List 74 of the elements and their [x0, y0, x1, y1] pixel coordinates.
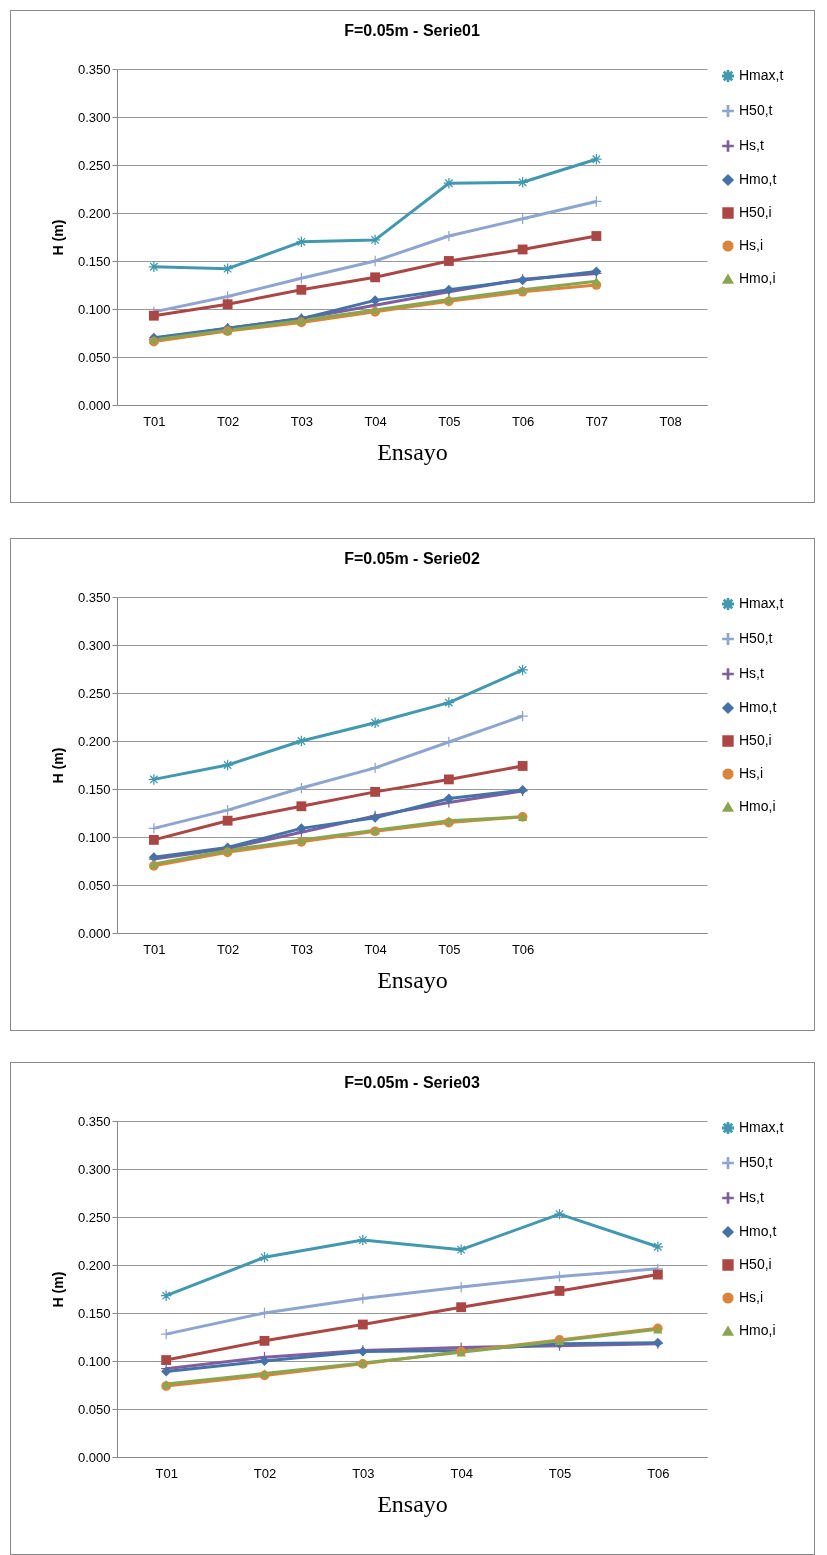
x-tick-label: T04: [364, 413, 387, 429]
y-tick-label: 0.250: [77, 1209, 111, 1225]
legend-label: H50,t: [739, 1154, 773, 1170]
y-axis-title: H (m): [49, 747, 66, 784]
y-tick-label: 0.150: [77, 1305, 111, 1321]
y-tick-label: 0.200: [77, 733, 111, 749]
y-tick-label: 0.350: [77, 61, 111, 77]
legend-label: Hmax,t: [739, 67, 784, 83]
legend-label: Hmo,t: [739, 699, 777, 715]
x-tick-label: T06: [647, 1465, 670, 1481]
x-tick-label: T05: [438, 941, 461, 957]
x-tick-label: T02: [216, 941, 240, 957]
x-axis-title: Ensayo: [377, 966, 448, 993]
legend-label: H50,i: [739, 1256, 772, 1272]
y-tick-label: 0.100: [77, 1353, 111, 1369]
legend-label: Hmo,i: [739, 1322, 776, 1338]
y-tick-label: 0.050: [77, 349, 111, 365]
y-tick-label: 0.050: [77, 877, 111, 893]
y-tick-label: 0.000: [77, 1449, 111, 1465]
x-axis-title: Ensayo: [377, 438, 448, 465]
y-tick-label: 0.300: [77, 637, 111, 653]
y-tick-label: 0.150: [77, 253, 111, 269]
y-tick-label: 0.100: [77, 829, 111, 845]
legend-label: H50,t: [739, 102, 773, 118]
legend-label: Hmax,t: [739, 1119, 784, 1135]
legend-label: Hs,t: [739, 1189, 764, 1205]
y-tick-label: 0.250: [77, 685, 111, 701]
y-tick-label: 0.000: [77, 925, 111, 941]
legend-label: H50,t: [739, 630, 773, 646]
x-tick-label: T01: [143, 413, 166, 429]
legend-label: Hmo,i: [739, 270, 776, 286]
x-axis-title: Ensayo: [377, 1490, 448, 1517]
y-axis-title: H (m): [49, 219, 66, 256]
legend-label: Hs,i: [739, 765, 764, 781]
x-tick-label: T04: [450, 1465, 473, 1481]
legend-label: Hmo,i: [739, 798, 776, 814]
chart-title: F=0.05m - Serie01: [344, 22, 480, 39]
legend-label: Hmo,t: [739, 1223, 777, 1239]
x-tick-label: T07: [585, 413, 609, 429]
legend-label: Hmax,t: [739, 595, 784, 611]
x-tick-label: T02: [216, 413, 240, 429]
y-tick-label: 0.100: [77, 301, 111, 317]
x-tick-label: T08: [659, 413, 682, 429]
chart-title: F=0.05m - Serie03: [344, 1074, 480, 1091]
y-tick-label: 0.200: [77, 205, 111, 221]
y-tick-label: 0.350: [77, 589, 111, 605]
y-tick-label: 0.000: [77, 397, 111, 413]
legend-label: Hs,i: [739, 237, 764, 253]
legend-label: Hs,t: [739, 137, 764, 153]
x-tick-label: T03: [290, 413, 314, 429]
x-tick-label: T03: [352, 1465, 375, 1481]
chart-title: F=0.05m - Serie02: [344, 550, 480, 567]
x-tick-label: T05: [438, 413, 461, 429]
x-tick-label: T06: [511, 941, 535, 957]
x-tick-label: T02: [253, 1465, 277, 1481]
x-tick-label: T06: [511, 413, 535, 429]
x-tick-label: T05: [548, 1465, 572, 1481]
x-tick-label: T01: [143, 941, 166, 957]
legend-label: Hs,t: [739, 665, 764, 681]
y-tick-label: 0.150: [77, 781, 111, 797]
legend-label: Hs,i: [739, 1289, 764, 1305]
legend-label: H50,i: [739, 204, 772, 220]
y-tick-label: 0.350: [77, 1113, 111, 1129]
y-tick-label: 0.250: [77, 157, 111, 173]
y-tick-label: 0.200: [77, 1257, 111, 1273]
y-tick-label: 0.300: [77, 109, 111, 125]
x-tick-label: T04: [364, 941, 387, 957]
y-tick-label: 0.050: [77, 1401, 111, 1417]
x-tick-label: T03: [290, 941, 314, 957]
y-axis-title: H (m): [49, 1271, 66, 1308]
y-tick-label: 0.300: [77, 1161, 111, 1177]
x-tick-label: T01: [155, 1465, 178, 1481]
legend-label: H50,i: [739, 732, 772, 748]
legend-label: Hmo,t: [739, 171, 777, 187]
